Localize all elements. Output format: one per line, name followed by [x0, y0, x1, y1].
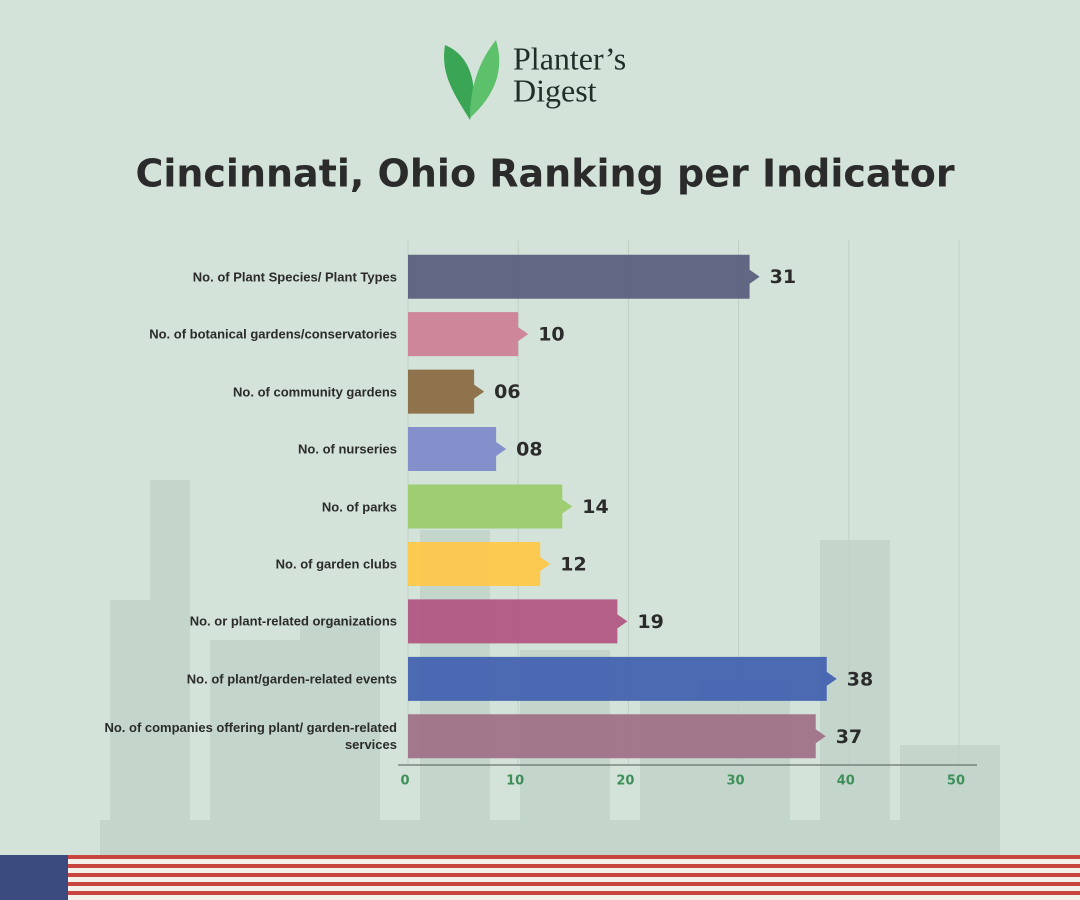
bar	[408, 369, 485, 414]
x-tick-label: 50	[947, 774, 965, 789]
flag	[0, 855, 1080, 900]
value-label: 12	[560, 553, 586, 575]
bar	[408, 312, 529, 357]
x-tick-label: 20	[616, 774, 634, 789]
x-tick-label: 40	[837, 774, 855, 789]
category-label: No. of plant/garden-related events	[186, 671, 397, 687]
value-label: 38	[847, 668, 873, 690]
category-label: No. of garden clubs	[275, 556, 397, 572]
bar	[408, 427, 507, 472]
category-label: No. of botanical gardens/conservatories	[149, 326, 397, 342]
bar	[408, 484, 573, 529]
value-label: 31	[770, 266, 796, 288]
value-label: 06	[494, 381, 520, 403]
bar	[408, 656, 837, 701]
category-label: No. of Plant Species/ Plant Types	[192, 269, 397, 285]
value-label: 08	[516, 439, 542, 461]
category-label: No. of community gardens	[233, 384, 397, 400]
category-label: No. of nurseries	[298, 441, 397, 457]
value-label: 10	[538, 324, 564, 346]
value-label: 19	[637, 611, 663, 633]
x-tick-label: 10	[506, 774, 524, 789]
bar	[408, 541, 551, 586]
chart-title: Cincinnati, Ohio Ranking per Indicator	[135, 152, 954, 196]
x-tick-label: 30	[727, 774, 745, 789]
bar	[408, 714, 826, 759]
category-label: No. or plant-related organizations	[189, 613, 397, 629]
category-label: No. of parks	[321, 499, 397, 514]
x-tick-label: 0	[400, 774, 409, 789]
bar	[408, 599, 628, 644]
brand-line: Digest	[513, 72, 597, 108]
category-label: No. of companies offering plant/ garden-…	[104, 720, 397, 753]
value-label: 37	[836, 726, 862, 748]
logo	[444, 40, 500, 120]
brand-line: Planter’s	[513, 40, 626, 76]
value-label: 14	[582, 496, 608, 518]
bar	[408, 254, 760, 299]
